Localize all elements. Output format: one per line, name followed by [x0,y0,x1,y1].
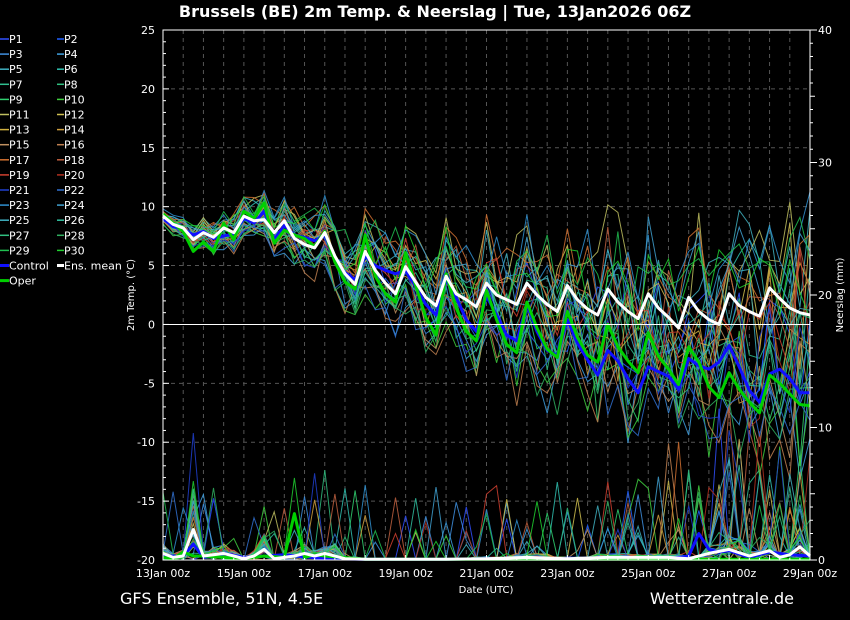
legend-label: P14 [64,124,85,137]
legend-label: P16 [64,139,85,152]
y-tick-label: 15 [141,142,155,155]
legend-label: P25 [9,214,30,227]
y2-tick-label: 20 [818,289,832,302]
legend-label: P6 [64,63,78,76]
legend-label: P15 [9,139,30,152]
y2-tick-label: 30 [818,157,832,170]
x-tick-label: 19Jan 00z [379,567,433,580]
legend-label: P22 [64,184,85,197]
y2-tick-label: 40 [818,24,832,37]
legend-label: P2 [64,33,78,46]
y-tick-label: 0 [148,318,155,331]
x-tick-label: 15Jan 00z [217,567,271,580]
legend-label: P5 [9,63,23,76]
y-tick-label: -15 [137,495,155,508]
y2-axis-label: Neerslag (mm) [835,257,846,332]
legend-label: P12 [64,109,85,122]
x-tick-label: 21Jan 00z [459,567,513,580]
x-tick-label: 29Jan 00z [783,567,837,580]
x-tick-label: 23Jan 00z [540,567,594,580]
x-tick-label: 13Jan 00z [136,567,190,580]
x-tick-label: 25Jan 00z [621,567,675,580]
y2-tick-label: 0 [818,554,825,567]
y-tick-label: -10 [137,436,155,449]
legend-label: P24 [64,199,85,212]
footer-model-info: GFS Ensemble, 51N, 4.5E [120,589,323,608]
legend-label: P3 [9,48,23,61]
footer-site-name: Wetterzentrale.de [650,589,794,608]
y-tick-label: 5 [148,260,155,273]
y-axis-label: 2m Temp. (°C) [126,259,137,331]
legend-label: P28 [64,229,85,242]
legend-label: P9 [9,93,23,106]
legend-label: P26 [64,214,85,227]
y-tick-label: 10 [141,201,155,214]
legend-label: P11 [9,109,30,122]
legend-label: P20 [64,169,85,182]
legend-label: P4 [64,48,78,61]
legend: P1 P2 P3 P4 P5 P6 P7 P8 P9 P10 P11 P12 P13 P14 P15 P16 P… [0,33,122,288]
y-tick-label: -5 [144,377,155,390]
axes: 25 20 15 10 5 0 -5 -10 -15 -20 40 30 20 10 0 13Jan 00z 1… [136,24,837,580]
legend-label: P8 [64,78,78,91]
x-axis-label: Date (UTC) [459,585,514,596]
legend-label: P17 [9,154,30,167]
legend-label: P23 [9,199,30,212]
legend-label: P18 [64,154,85,167]
legend-label: Oper [9,275,36,288]
chart-title: Brussels (BE) 2m Temp. & Neerslag | Tue,… [179,2,691,22]
x-tick-label: 17Jan 00z [298,567,352,580]
legend-label: P10 [64,93,85,106]
legend-label: P7 [9,78,23,91]
x-tick-label: 27Jan 00z [702,567,756,580]
member-temp-line [162,217,811,417]
y2-tick-label: 10 [818,422,832,435]
legend-label: P13 [9,124,30,137]
legend-label: P30 [64,244,85,257]
y-tick-label: 20 [141,83,155,96]
y-tick-label: -20 [137,554,155,567]
legend-label: P27 [9,229,30,242]
y-tick-label: 25 [141,24,155,37]
ens-mean-temp-line [162,214,811,330]
legend-label: P1 [9,33,23,46]
legend-label: P29 [9,244,30,257]
legend-label: Ens. mean [64,260,122,273]
legend-label: Control [9,260,49,273]
member-temp-line [162,194,811,355]
legend-label: P21 [9,184,30,197]
legend-label: P19 [9,169,30,182]
plot-frame [162,29,811,561]
